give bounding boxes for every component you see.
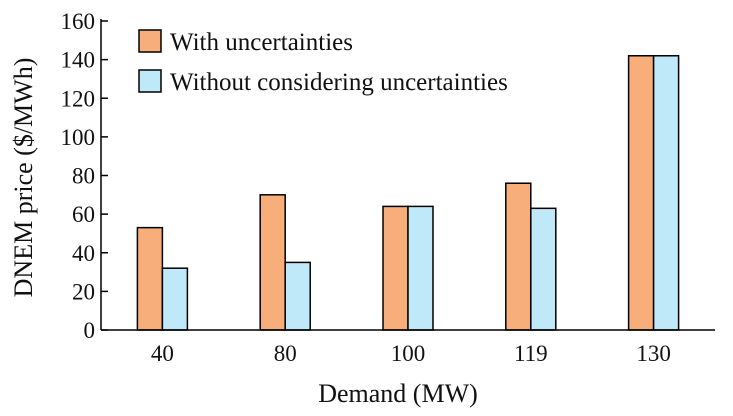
bar-without-uncertainties-40 <box>161 267 189 331</box>
bar-without-uncertainties-80 <box>284 261 311 331</box>
bars-group <box>136 55 680 331</box>
x-tick-label: 40 <box>151 341 174 366</box>
bar-with-uncertainties-80 <box>259 194 286 331</box>
x-tick-label: 100 <box>391 341 426 366</box>
x-axis-title: Demand (MW) <box>318 379 478 408</box>
axes-group <box>100 19 715 331</box>
y-axis-title: DNEM price ($/MWh) <box>9 58 38 298</box>
y-tick-label: 120 <box>61 86 96 111</box>
y-tick-label: 20 <box>72 279 95 304</box>
x-tick-label: 80 <box>274 341 297 366</box>
bar-with-uncertainties-130 <box>627 55 655 331</box>
legend-label: Without considering uncertainties <box>170 69 508 96</box>
x-tick-label: 119 <box>514 341 548 366</box>
legend-label: With uncertainties <box>170 29 353 56</box>
bar-with-uncertainties-40 <box>136 226 164 331</box>
bar-with-uncertainties-100 <box>382 205 409 331</box>
legend: With uncertainties Without considering un… <box>138 29 508 96</box>
ticks-group: 40 80 100 119 130 0 20 40 60 80 100 120 140 160 <box>61 9 671 366</box>
legend-swatch <box>138 69 162 93</box>
bar-without-uncertainties-130 <box>652 55 680 331</box>
y-tick-label: 140 <box>61 48 96 73</box>
bar-without-uncertainties-100 <box>407 205 434 331</box>
y-tick-label: 160 <box>61 9 96 34</box>
legend-swatch <box>138 29 162 53</box>
y-tick-label: 60 <box>72 202 95 227</box>
bar-with-uncertainties-119 <box>505 182 532 331</box>
x-tick-label: 130 <box>636 341 671 366</box>
y-tick-label: 80 <box>72 164 95 189</box>
bar-without-uncertainties-119 <box>530 207 557 331</box>
y-tick-label: 100 <box>61 125 96 150</box>
y-tick-label: 40 <box>72 241 95 266</box>
y-tick-label: 0 <box>84 318 96 343</box>
